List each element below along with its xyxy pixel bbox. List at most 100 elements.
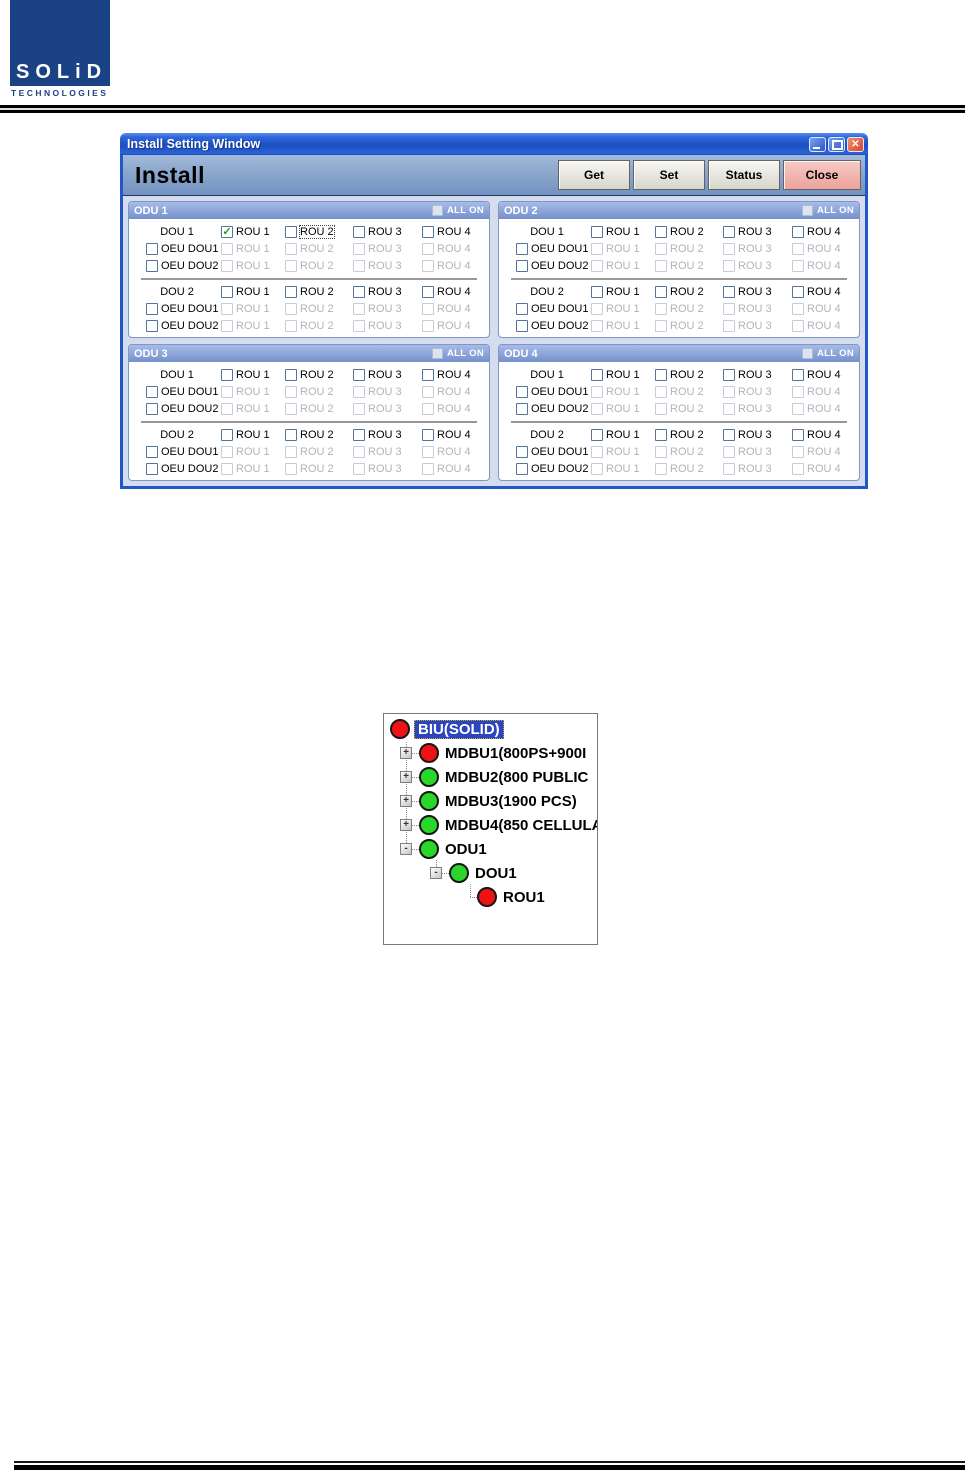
- tree-expander-icon[interactable]: +: [400, 795, 412, 807]
- checkbox[interactable]: [146, 243, 158, 255]
- checkbox[interactable]: [516, 320, 528, 332]
- rou-checkbox-item[interactable]: ROU 1: [591, 369, 655, 381]
- oeu-checkbox-item[interactable]: OEU DOU1: [133, 446, 221, 458]
- checkbox[interactable]: [792, 429, 804, 441]
- all-on-control[interactable]: ALL ON: [802, 348, 854, 359]
- checkbox[interactable]: [516, 386, 528, 398]
- tree-label[interactable]: ODU1: [445, 840, 487, 858]
- rou-checkbox-item[interactable]: ROU 4: [422, 226, 484, 238]
- checkbox[interactable]: [146, 446, 158, 458]
- all-on-checkbox[interactable]: [432, 348, 444, 359]
- tree-label[interactable]: MDBU2(800 PUBLIC: [445, 768, 589, 786]
- close-button[interactable]: Close: [783, 160, 861, 190]
- tree-label[interactable]: MDBU4(850 CELLULA: [445, 816, 598, 834]
- oeu-checkbox-item[interactable]: OEU DOU1: [133, 303, 221, 315]
- rou-checkbox-item[interactable]: ROU 2: [655, 286, 723, 298]
- checkbox[interactable]: [591, 286, 603, 298]
- checkbox[interactable]: [353, 226, 365, 238]
- checkbox[interactable]: [792, 286, 804, 298]
- tree-expander-icon[interactable]: +: [400, 771, 412, 783]
- rou-checkbox-item[interactable]: ROU 4: [422, 429, 484, 441]
- rou-checkbox-item[interactable]: ROU 3: [353, 429, 422, 441]
- checkbox[interactable]: [591, 369, 603, 381]
- oeu-checkbox-item[interactable]: OEU DOU1: [133, 386, 221, 398]
- checkbox[interactable]: [655, 369, 667, 381]
- oeu-checkbox-item[interactable]: OEU DOU2: [133, 260, 221, 272]
- oeu-checkbox-item[interactable]: OEU DOU1: [503, 386, 591, 398]
- oeu-checkbox-item[interactable]: OEU DOU1: [503, 446, 591, 458]
- tree-expander-icon[interactable]: +: [400, 747, 412, 759]
- rou-checkbox-item[interactable]: ROU 4: [792, 226, 854, 238]
- rou-checkbox-item[interactable]: ROU 2: [655, 226, 723, 238]
- checkbox[interactable]: [516, 463, 528, 475]
- status-button[interactable]: Status: [708, 160, 780, 190]
- checkbox[interactable]: [422, 286, 434, 298]
- checkbox[interactable]: [146, 463, 158, 475]
- checkbox[interactable]: [516, 446, 528, 458]
- rou-checkbox-item[interactable]: ROU 3: [353, 286, 422, 298]
- oeu-checkbox-item[interactable]: OEU DOU2: [133, 463, 221, 475]
- set-button[interactable]: Set: [633, 160, 705, 190]
- tree-expander-icon[interactable]: +: [400, 819, 412, 831]
- tree-label[interactable]: MDBU3(1900 PCS): [445, 792, 577, 810]
- checkbox[interactable]: [723, 429, 735, 441]
- checkbox[interactable]: [655, 226, 667, 238]
- checkbox[interactable]: [285, 429, 297, 441]
- all-on-checkbox[interactable]: [432, 205, 444, 216]
- checkbox[interactable]: [146, 303, 158, 315]
- checkbox[interactable]: [723, 369, 735, 381]
- rou-checkbox-item[interactable]: ROU 3: [353, 226, 422, 238]
- checkbox[interactable]: [146, 386, 158, 398]
- oeu-checkbox-item[interactable]: OEU DOU2: [133, 403, 221, 415]
- tree-label[interactable]: MDBU1(800PS+900I: [445, 744, 587, 762]
- rou-checkbox-item[interactable]: ROU 4: [792, 286, 854, 298]
- oeu-checkbox-item[interactable]: OEU DOU2: [133, 320, 221, 332]
- rou-checkbox-item[interactable]: ROU 2: [285, 286, 353, 298]
- rou-checkbox-item[interactable]: ROU 1: [221, 429, 285, 441]
- tree-label[interactable]: DOU1: [475, 864, 517, 882]
- checkbox[interactable]: [516, 260, 528, 272]
- checkbox[interactable]: [591, 429, 603, 441]
- rou-checkbox-item[interactable]: ROU 3: [723, 369, 792, 381]
- get-button[interactable]: Get: [558, 160, 630, 190]
- checkbox[interactable]: [516, 303, 528, 315]
- tree-label[interactable]: ROU1: [503, 888, 545, 906]
- oeu-checkbox-item[interactable]: OEU DOU1: [503, 243, 591, 255]
- rou-checkbox-item[interactable]: ROU 2: [285, 225, 353, 239]
- oeu-checkbox-item[interactable]: OEU DOU2: [503, 463, 591, 475]
- checkbox[interactable]: [422, 429, 434, 441]
- all-on-checkbox[interactable]: [802, 205, 814, 216]
- checkbox[interactable]: [146, 320, 158, 332]
- checkbox[interactable]: [353, 429, 365, 441]
- rou-checkbox-item[interactable]: ROU 1: [221, 369, 285, 381]
- checkbox[interactable]: [723, 286, 735, 298]
- checkbox-checked[interactable]: [221, 225, 233, 238]
- rou-checkbox-item[interactable]: ROU 2: [285, 369, 353, 381]
- rou-checkbox-item[interactable]: ROU 4: [422, 286, 484, 298]
- all-on-control[interactable]: ALL ON: [432, 205, 484, 216]
- checkbox[interactable]: [516, 243, 528, 255]
- rou-checkbox-item[interactable]: ROU 3: [723, 226, 792, 238]
- checkbox[interactable]: [422, 369, 434, 381]
- checkbox[interactable]: [655, 429, 667, 441]
- tree-expander-icon[interactable]: -: [400, 843, 412, 855]
- rou-checkbox-item[interactable]: ROU 1: [591, 226, 655, 238]
- rou-checkbox-item[interactable]: ROU 2: [285, 429, 353, 441]
- all-on-control[interactable]: ALL ON: [802, 205, 854, 216]
- rou-checkbox-item[interactable]: ROU 4: [792, 369, 854, 381]
- checkbox[interactable]: [221, 369, 233, 381]
- window-titlebar[interactable]: Install Setting Window: [120, 133, 868, 155]
- checkbox[interactable]: [353, 369, 365, 381]
- all-on-control[interactable]: ALL ON: [432, 348, 484, 359]
- checkbox[interactable]: [221, 286, 233, 298]
- checkbox[interactable]: [353, 286, 365, 298]
- rou-checkbox-item[interactable]: ROU 2: [655, 429, 723, 441]
- checkbox[interactable]: [146, 260, 158, 272]
- rou-checkbox-item[interactable]: ROU 1: [591, 429, 655, 441]
- rou-checkbox-item[interactable]: ROU 2: [655, 369, 723, 381]
- checkbox[interactable]: [285, 226, 297, 238]
- rou-checkbox-item[interactable]: ROU 1: [591, 286, 655, 298]
- rou-checkbox-item[interactable]: ROU 3: [723, 286, 792, 298]
- tree-expander-icon[interactable]: -: [430, 867, 442, 879]
- rou-checkbox-item[interactable]: ROU 4: [422, 369, 484, 381]
